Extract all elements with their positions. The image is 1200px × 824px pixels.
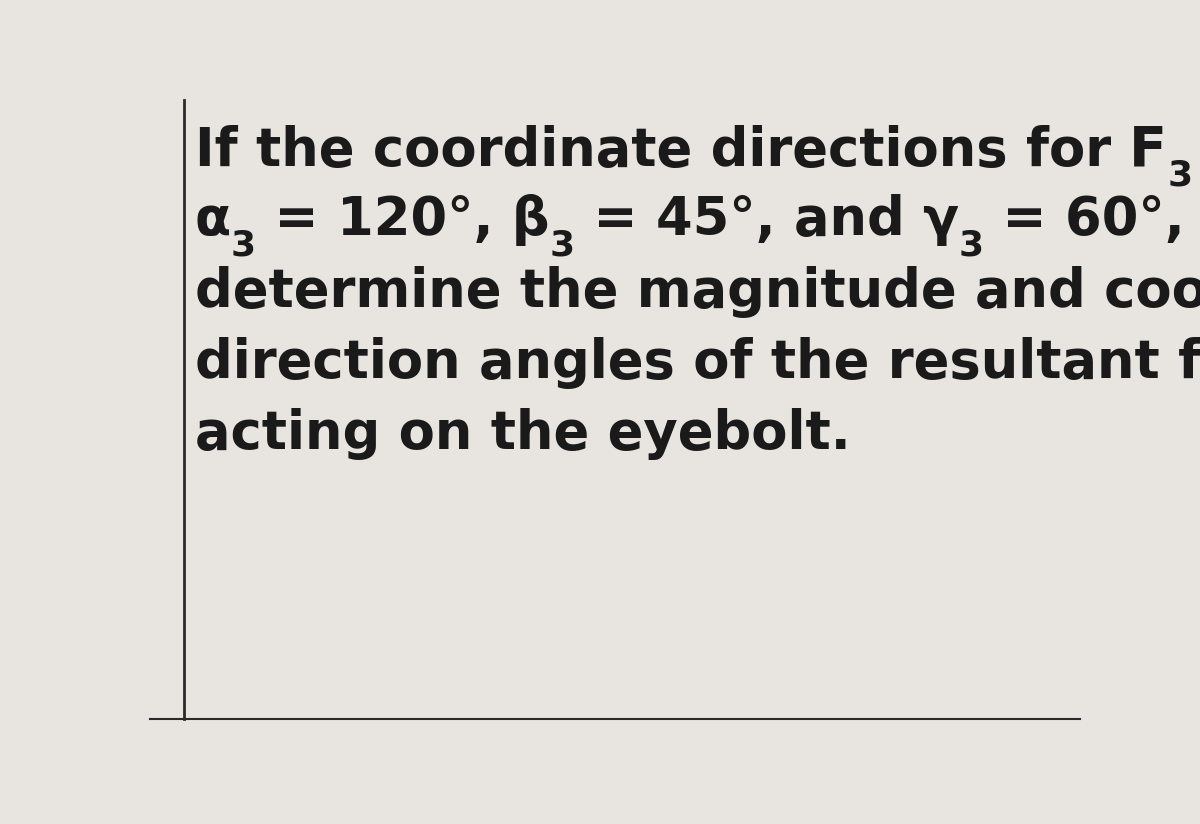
Text: 3: 3 — [1168, 159, 1193, 193]
Text: 3: 3 — [230, 228, 256, 263]
Text: = 60°,: = 60°, — [984, 194, 1184, 246]
Text: If the coordinate directions for: If the coordinate directions for — [194, 124, 1129, 176]
Text: are: are — [1193, 124, 1200, 176]
Text: α: α — [194, 194, 230, 246]
Text: 3: 3 — [959, 228, 984, 263]
Text: = 120°, β: = 120°, β — [256, 194, 550, 246]
Text: determine the magnitude and coordinate: determine the magnitude and coordinate — [194, 266, 1200, 318]
Text: acting on the eyebolt.: acting on the eyebolt. — [194, 408, 851, 460]
Text: 3: 3 — [550, 228, 575, 263]
Text: = 45°, and γ: = 45°, and γ — [575, 194, 959, 246]
Text: direction angles of the resultant force: direction angles of the resultant force — [194, 337, 1200, 389]
Text: F: F — [1129, 124, 1168, 177]
